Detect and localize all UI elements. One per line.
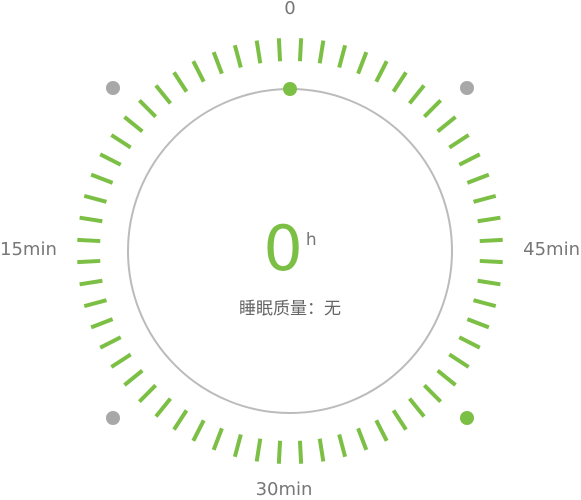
dial-tick (408, 84, 426, 105)
sleep-quality-separator: ： (307, 299, 324, 319)
dial-tick (479, 258, 503, 265)
dial-tick (191, 60, 206, 83)
dial-tick (83, 193, 107, 204)
dial-tick (123, 369, 144, 387)
dial-tick (79, 215, 103, 224)
dial-tick (458, 152, 481, 167)
sleep-hours-value: 0 (263, 212, 303, 285)
dial-tick (448, 352, 470, 369)
dial-tick (458, 335, 481, 350)
dial-tick (83, 298, 107, 309)
marker-bottom-right[interactable] (460, 411, 474, 425)
dial-tick (172, 409, 189, 431)
dial-label-45min: 45min (523, 239, 580, 260)
dial-tick (191, 419, 206, 442)
dial-tick (337, 44, 348, 68)
dial-tick (422, 98, 443, 119)
dial-tick (374, 60, 389, 83)
dial-label-15min: 15min (0, 239, 57, 260)
dial-tick (211, 427, 224, 451)
dial-tick (356, 51, 369, 75)
dial-tick (466, 317, 490, 330)
dial-tick (391, 71, 408, 93)
dial-tick (154, 84, 172, 105)
dial-tick (172, 71, 189, 93)
marker-bottom-left[interactable] (106, 411, 120, 425)
dial-tick (317, 40, 326, 64)
dial-tick (276, 440, 283, 464)
marker-top-right[interactable] (460, 81, 474, 95)
dial-tick (110, 352, 132, 369)
dial-tick (466, 172, 490, 185)
dial-tick (99, 152, 122, 167)
dial-tick (297, 440, 304, 464)
dial-tick (473, 298, 497, 309)
marker-top-left[interactable] (106, 81, 120, 95)
dial-tick (110, 133, 132, 150)
dial-tick (90, 317, 114, 330)
dial-tick (436, 369, 457, 387)
dial-tick (391, 409, 408, 431)
dial-tick (254, 438, 263, 462)
dial-label-30min: 30min (255, 479, 313, 500)
dial-tick (211, 51, 224, 75)
dial-label-0: 0 (284, 0, 296, 19)
sleep-quality-label: 睡眠质量 (239, 299, 307, 319)
dial-tick (77, 237, 101, 244)
sleep-hours-display: 0 h (263, 218, 316, 280)
dial-tick (77, 258, 101, 265)
sleep-quality-value: 无 (324, 299, 341, 319)
dial-tick (477, 278, 501, 287)
dial-tick (448, 133, 470, 150)
marker-top[interactable] (283, 82, 297, 96)
dial-tick (356, 427, 369, 451)
dial-tick (477, 215, 501, 224)
dial-tick (479, 237, 503, 244)
dial-tick (90, 172, 114, 185)
dial-tick (473, 193, 497, 204)
dial-tick (79, 278, 103, 287)
dial-tick (436, 115, 457, 133)
dial-tick (276, 38, 283, 62)
dial-tick (137, 383, 158, 404)
sleep-hours-unit: h (305, 230, 317, 250)
dial-tick (154, 397, 172, 418)
dial-tick (317, 438, 326, 462)
dial-tick (99, 335, 122, 350)
dial-tick (254, 40, 263, 64)
dial-tick (422, 383, 443, 404)
dial-tick (123, 115, 144, 133)
dial-tick (137, 98, 158, 119)
dial-tick-ring (77, 38, 503, 464)
sleep-quality: 睡眠质量：无 (239, 301, 341, 318)
dial-tick (408, 397, 426, 418)
dial-tick (337, 434, 348, 458)
dial-tick (297, 38, 304, 62)
dial-tick (232, 44, 243, 68)
dial-tick (374, 419, 389, 442)
dial-tick (232, 434, 243, 458)
